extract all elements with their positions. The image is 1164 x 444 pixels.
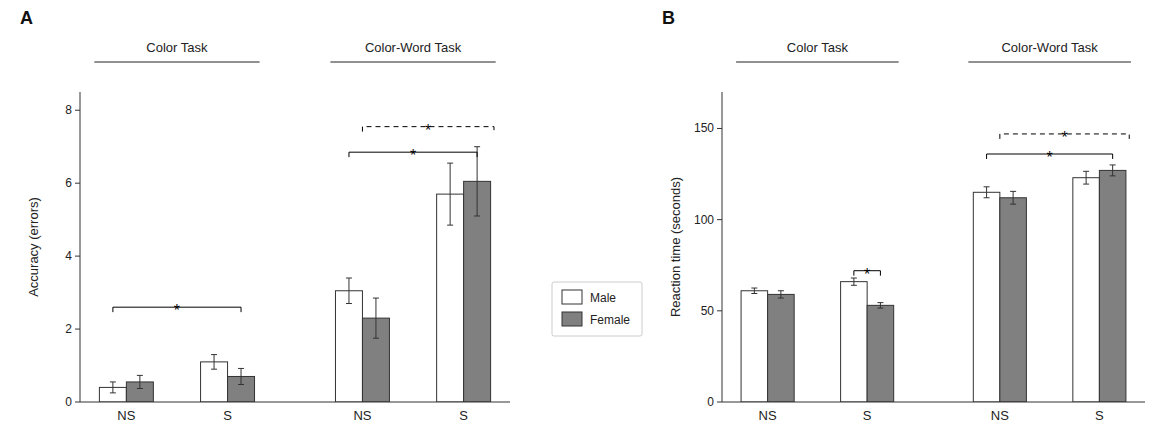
bar	[768, 294, 795, 402]
x-tick-label: S	[459, 408, 468, 423]
bar	[973, 192, 1000, 402]
error-bar	[447, 163, 453, 225]
y-axis-label: Accuracy (errors)	[26, 197, 41, 297]
y-tick-label: 150	[694, 121, 714, 135]
y-tick	[717, 128, 722, 129]
y-axis-line	[80, 92, 81, 402]
significance-star: *	[425, 122, 431, 139]
y-axis-line	[722, 92, 723, 402]
y-tick-label: 8	[65, 103, 72, 117]
error-bar	[984, 187, 990, 198]
significance-star: *	[864, 266, 870, 283]
error-bar	[373, 298, 379, 338]
y-tick-label: 0	[707, 395, 714, 409]
legend-swatch	[562, 290, 582, 304]
y-tick	[75, 402, 80, 403]
panel-title: B	[662, 8, 675, 28]
significance-star: *	[410, 147, 416, 164]
bar	[741, 291, 768, 402]
x-tick-label: S	[863, 408, 872, 423]
bar	[335, 291, 362, 402]
task-label: Color-Word Task	[365, 40, 462, 55]
y-tick-label: 4	[65, 249, 72, 263]
error-bar	[1083, 171, 1089, 184]
task-label: Color-Word Task	[1001, 40, 1098, 55]
legend: Male Female	[552, 282, 642, 336]
bar	[841, 282, 868, 402]
panel: 0 50 100 150 NS S NS S Reaction time (seconds) B C…	[662, 8, 1145, 423]
error-bar	[1110, 165, 1116, 176]
task-underline	[94, 62, 259, 63]
task-underline	[330, 62, 495, 63]
y-tick	[717, 402, 722, 403]
task-label: Color Task	[146, 40, 208, 55]
y-tick	[75, 256, 80, 257]
y-tick	[75, 110, 80, 111]
y-tick-label: 2	[65, 322, 72, 336]
legend-label: Female	[590, 313, 630, 327]
y-tick	[717, 310, 722, 311]
y-tick-label: 50	[701, 304, 715, 318]
y-tick	[75, 329, 80, 330]
plot-area	[99, 147, 490, 402]
x-tick-label: NS	[759, 408, 777, 423]
significance-star: *	[174, 302, 180, 319]
x-tick-label: S	[1095, 408, 1104, 423]
plot-area	[741, 165, 1126, 402]
y-tick	[717, 219, 722, 220]
x-axis-line	[722, 402, 1145, 403]
error-bar	[238, 368, 244, 384]
error-bar	[137, 375, 143, 388]
bar	[867, 305, 894, 402]
task-underline	[968, 62, 1131, 63]
x-tick-label: NS	[117, 408, 135, 423]
error-bar	[1010, 191, 1016, 204]
legend-label: Male	[590, 291, 616, 305]
error-bar	[346, 278, 352, 304]
y-tick	[75, 183, 80, 184]
task-underline	[736, 62, 899, 63]
legend-swatch	[562, 312, 582, 326]
panel-title: A	[20, 8, 33, 28]
panel: 0 2 4 6 8 NS S NS S Accuracy (errors) A Color Task C…	[20, 8, 510, 423]
x-tick-label: NS	[353, 408, 371, 423]
error-bar	[877, 303, 883, 308]
task-label: Color Task	[787, 40, 849, 55]
legend-frame	[552, 282, 642, 336]
significance-star: *	[1047, 149, 1053, 166]
bar	[1099, 170, 1126, 402]
figure: 0 2 4 6 8 NS S NS S Accuracy (errors) A Color Task C…	[0, 0, 1164, 444]
x-tick-label: NS	[991, 408, 1009, 423]
y-tick-label: 100	[694, 213, 714, 227]
significance-star: *	[1061, 129, 1067, 146]
y-axis-label: Reaction time (seconds)	[668, 177, 683, 317]
bar	[1000, 198, 1027, 402]
y-tick-label: 6	[65, 176, 72, 190]
error-bar	[110, 382, 116, 393]
error-bar	[851, 278, 857, 285]
y-tick-label: 0	[65, 395, 72, 409]
x-tick-label: S	[223, 408, 232, 423]
bar	[1073, 178, 1100, 402]
error-bar	[778, 291, 784, 298]
error-bar	[751, 288, 757, 293]
error-bar	[211, 355, 217, 370]
x-axis-line	[80, 402, 510, 403]
